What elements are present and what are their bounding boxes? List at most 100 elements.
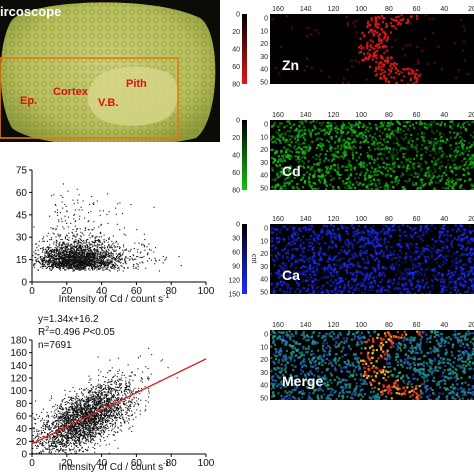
chart2-point [95, 432, 97, 434]
chart2-point [121, 418, 123, 420]
chart2-point [104, 403, 106, 405]
chart2-point [121, 414, 123, 416]
chart2-point [72, 419, 74, 421]
chart1-point [82, 260, 84, 262]
chart1-point [108, 264, 110, 266]
chart1-point [111, 256, 113, 258]
chart2-point [62, 450, 64, 452]
chart1-point [147, 252, 149, 254]
chart1-point [84, 263, 86, 265]
chart2-point [66, 412, 68, 414]
chart2-point [46, 420, 48, 422]
chart1-point [102, 257, 104, 259]
chart2-point [74, 443, 76, 445]
chart1-point [83, 248, 85, 250]
chart2-point [117, 397, 119, 399]
chart1-y-tick-label: 60 [16, 188, 28, 199]
chart2-point [72, 428, 74, 430]
chart1-point [88, 254, 90, 256]
chart2-point [40, 452, 42, 454]
chart1-point [139, 256, 141, 258]
chart2-point [76, 432, 78, 434]
chart2-point [71, 433, 73, 435]
chart2-point [128, 385, 130, 387]
chart1-point [60, 261, 62, 263]
chart2-point [124, 389, 126, 391]
chart2-point [62, 413, 64, 415]
chart1-point [72, 270, 74, 272]
chart1-point [49, 250, 51, 252]
chart1-point [53, 228, 55, 230]
chart1-point [60, 252, 62, 254]
chart1-point [95, 248, 97, 250]
chart2-point [116, 407, 118, 409]
chart1-point [104, 245, 106, 247]
chart2-point [78, 411, 80, 413]
chart1-point [101, 255, 103, 257]
chart1-point [79, 261, 81, 263]
chart1-point [56, 255, 58, 257]
chart2-point [134, 401, 136, 403]
chart2-point [103, 388, 105, 390]
chart1-point [148, 257, 150, 259]
chart2-point [61, 439, 63, 441]
chart2-point [116, 403, 118, 405]
chart1-point [50, 249, 52, 251]
chart2-point [73, 431, 75, 433]
chart1-point [47, 261, 49, 263]
chart2-point [142, 371, 144, 373]
chart1-point [60, 256, 62, 258]
chart1-point [57, 253, 59, 255]
chart1-point [64, 262, 66, 264]
chart2-point [124, 404, 126, 406]
chart2-point [64, 398, 66, 400]
chart2-point [64, 442, 66, 444]
chart1-point [98, 256, 100, 258]
chart2-point [105, 417, 107, 419]
chart2-point [107, 398, 109, 400]
chart2-point [75, 429, 77, 431]
chart1-point [124, 249, 126, 251]
chart2-point [99, 397, 101, 399]
chart1-point [87, 229, 89, 231]
chart1-point [74, 246, 76, 248]
chart1-point [89, 260, 91, 262]
chart2-point [54, 445, 56, 447]
chart2-point [109, 386, 111, 388]
chart1-point [91, 264, 93, 266]
chart1-point [109, 270, 111, 272]
chart1-point [66, 252, 68, 254]
chart1-point [74, 247, 76, 249]
chart1-point [44, 251, 46, 253]
chart1-point [104, 263, 106, 265]
chart1-point [124, 257, 126, 259]
chart1-point [99, 268, 101, 270]
chart2-point [92, 404, 94, 406]
chart2-point [119, 379, 121, 381]
chart2-point [103, 405, 105, 407]
chart2-point [79, 414, 81, 416]
chart1-point [79, 257, 81, 259]
chart1-point [113, 242, 115, 244]
chart2-point [63, 414, 65, 416]
chart2-point [71, 426, 73, 428]
chart1-point [77, 240, 79, 242]
chart2-point [108, 417, 110, 419]
chart2-point [60, 419, 62, 421]
chart1-point [58, 259, 60, 261]
chart1-point [119, 229, 121, 231]
chart2-point [84, 396, 86, 398]
chart1-point [48, 264, 50, 266]
chart1-point [77, 260, 79, 262]
chart1-point [76, 233, 78, 235]
chart1-point [96, 257, 98, 259]
chart2-point [49, 399, 51, 401]
chart1-point [37, 249, 39, 251]
chart2-point [41, 439, 43, 441]
chart2-point [120, 409, 122, 411]
chart2-point [56, 416, 58, 418]
chart1-point [44, 253, 46, 255]
chart1-point [83, 239, 85, 241]
chart1-point [59, 256, 61, 258]
chart1-point [66, 234, 68, 236]
